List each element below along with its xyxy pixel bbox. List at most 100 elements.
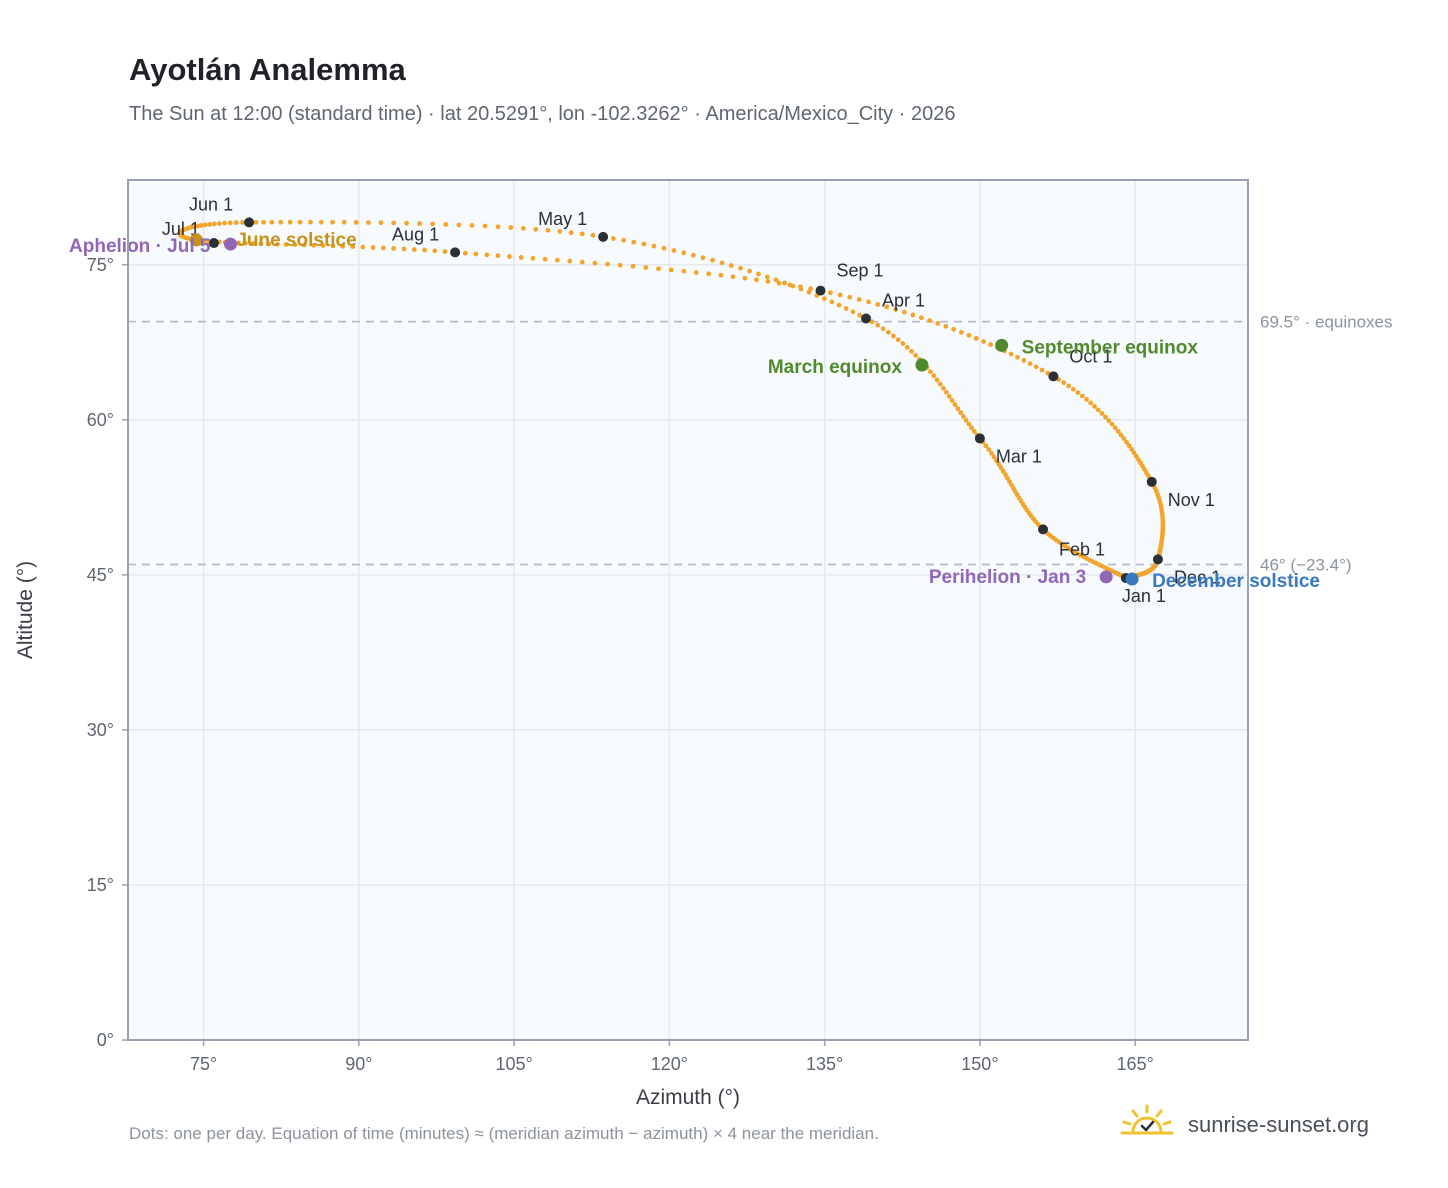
daily-sun-dot	[411, 247, 417, 252]
daily-sun-dot	[1015, 354, 1020, 360]
daily-sun-dot	[1061, 380, 1067, 386]
axis-ticks: 75° 90° 105° 120° 135° 150° 165° 0° 15° 30° 45° 60°…	[87, 255, 1154, 1074]
daily-sun-dot	[651, 243, 657, 249]
daily-sun-dot	[557, 229, 563, 234]
daily-sun-dot	[530, 255, 536, 261]
daily-sun-dot	[469, 223, 475, 228]
daily-sun-dot	[330, 219, 335, 225]
daily-sun-dot	[590, 232, 596, 238]
event-label: June solstice	[236, 230, 356, 251]
month-label: Nov 1	[1168, 490, 1215, 510]
sun-logo-icon	[1120, 1104, 1174, 1145]
month-label: Jul 1	[162, 219, 200, 239]
daily-sun-dot	[986, 447, 992, 453]
daily-sun-dot	[378, 220, 384, 226]
daily-sun-dot	[943, 323, 949, 329]
daily-sun-dot	[866, 299, 871, 305]
daily-sun-dot	[963, 417, 969, 423]
daily-sun-dot	[482, 223, 488, 229]
daily-sun-dot	[719, 260, 725, 266]
brand-logo[interactable]: sunrise-sunset.org	[1120, 1104, 1369, 1145]
daily-sun-dot	[366, 220, 371, 225]
daily-sun-dot	[341, 219, 347, 225]
daily-sun-dot	[782, 280, 787, 286]
daily-sun-dot	[1109, 421, 1115, 427]
month-label: Dec 1	[1174, 567, 1221, 587]
daily-sun-dot	[991, 454, 997, 460]
month-label: Feb 1	[1059, 539, 1105, 559]
daily-sun-dot	[946, 394, 952, 399]
daily-sun-dot	[207, 221, 213, 227]
month-label: Sep 1	[836, 261, 883, 281]
daily-sun-dot	[222, 220, 227, 226]
event-label: December solstice	[1152, 571, 1320, 592]
daily-sun-dot	[913, 352, 918, 358]
month-marker	[1038, 524, 1049, 535]
brand-name: sunrise-sunset.org	[1188, 1111, 1369, 1137]
daily-sun-dot	[934, 377, 940, 383]
daily-sun-dot	[370, 245, 376, 250]
daily-sun-dot	[518, 255, 524, 260]
daily-sun-dot	[822, 296, 827, 302]
daily-sun-dot	[928, 369, 933, 375]
daily-sun-dot	[895, 337, 901, 343]
month-markers: Jan 1 Feb 1 Mar 1 Apr 1 May 1 Jun 1 Jul 1 Aug 1…	[162, 194, 1221, 606]
daily-sun-dot	[1039, 367, 1045, 373]
daily-sun-dot	[1021, 358, 1027, 363]
daily-sun-dot	[641, 241, 647, 247]
daily-sun-dot	[508, 225, 514, 230]
daily-sun-dot	[243, 240, 248, 246]
daily-sun-dot	[931, 373, 937, 379]
daily-sun-dot	[949, 398, 955, 403]
daily-sun-dot	[728, 263, 734, 268]
event-label: Perihelion · Jan 3	[929, 567, 1086, 588]
daily-sun-dot	[1027, 361, 1033, 367]
daily-sun-dot	[935, 321, 941, 326]
daily-sun-dot	[754, 277, 759, 283]
daily-sun-dot	[266, 241, 272, 247]
plot-border	[127, 179, 1249, 1041]
daily-sun-dot	[856, 297, 862, 302]
daily-sun-dot	[773, 277, 779, 283]
daily-sun-dot	[668, 267, 674, 273]
event-label: September equinox	[1022, 337, 1199, 358]
daily-sun-dot	[918, 315, 924, 321]
daily-sun-dot	[278, 219, 284, 225]
daily-sun-dot	[996, 461, 1002, 467]
daily-sun-dot	[643, 265, 649, 270]
month-marker	[974, 433, 985, 444]
daily-sun-dot	[422, 247, 427, 253]
daily-sun-dot	[227, 220, 233, 226]
daily-sun-dot	[318, 219, 324, 225]
daily-sun-dot	[297, 219, 303, 225]
daily-sun-dot	[1000, 468, 1006, 474]
daily-sun-dot	[401, 246, 407, 252]
event-label: March equinox	[768, 357, 903, 378]
x-tick-label: 120°	[651, 1054, 688, 1074]
daily-sun-dot	[1126, 443, 1132, 449]
daily-sun-dot	[320, 243, 326, 248]
daily-sun-dot	[283, 242, 289, 247]
daily-sun-dot	[1121, 436, 1127, 441]
daily-sun-dot	[730, 274, 736, 280]
daily-sun-dot	[940, 385, 946, 391]
event-marker	[189, 233, 203, 247]
daily-sun-dot	[630, 263, 636, 269]
daily-sun-dot	[495, 253, 501, 259]
daily-sun-dot	[216, 221, 222, 226]
daily-sun-dot	[484, 252, 490, 258]
daily-sun-dot	[495, 224, 501, 230]
daily-sun-dot	[943, 389, 949, 395]
y-tick-label: 75°	[87, 255, 114, 275]
month-label: May 1	[538, 209, 587, 229]
daily-sun-dot	[1118, 432, 1124, 438]
daily-sun-dot	[706, 271, 712, 277]
chart-subtitle: The Sun at 12:00 (standard time) · lat 2…	[129, 103, 956, 125]
daily-sun-dot	[1075, 390, 1081, 395]
daily-sun-dot	[610, 236, 616, 241]
reference-line-label: 69.5° · equinoxes	[1260, 313, 1393, 332]
month-marker	[1048, 371, 1059, 382]
x-tick-label: 165°	[1117, 1054, 1154, 1074]
daily-sun-dot	[829, 299, 835, 305]
